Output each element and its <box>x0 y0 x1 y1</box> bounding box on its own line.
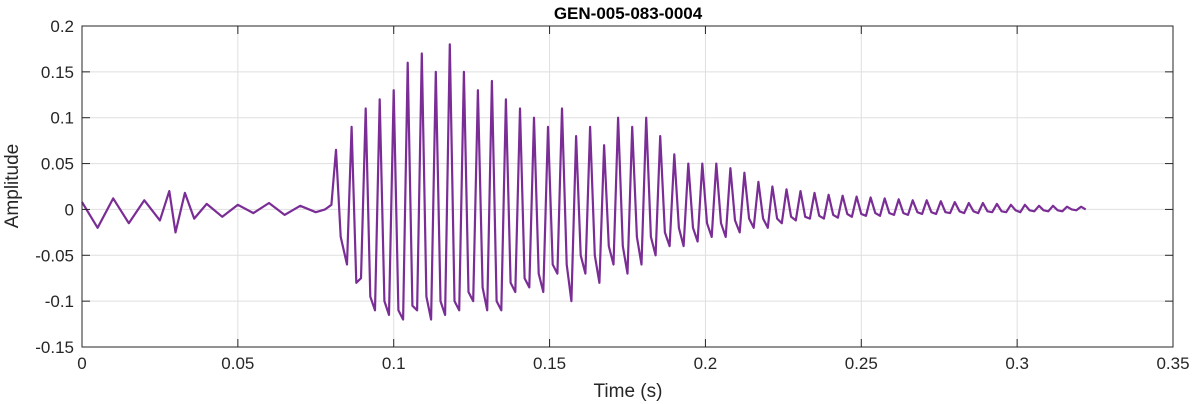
y-tick-labels: -0.15 -0.1 -0.05 0 0.05 0.1 0.15 0.2 <box>35 17 74 357</box>
grid-lines <box>81 25 1174 348</box>
y-axis-label: Amplitude <box>2 144 23 229</box>
x-tick-label: 0.2 <box>694 354 718 373</box>
y-tick-label: 0.1 <box>50 109 74 128</box>
y-tick-label: 0.05 <box>41 155 74 174</box>
x-tick-label: 0.25 <box>845 354 878 373</box>
x-tick-label: 0.15 <box>533 354 566 373</box>
axes-box <box>81 25 1174 348</box>
x-tick-labels: 0 0.05 0.1 0.15 0.2 0.25 0.3 0.35 <box>77 354 1189 373</box>
waveform-series-line <box>81 43 1087 321</box>
x-tick-label: 0.1 <box>382 354 406 373</box>
y-tick-label: 0 <box>65 200 74 219</box>
chart-title: GEN-005-083-0004 <box>554 4 703 23</box>
y-tick-label: -0.1 <box>45 292 74 311</box>
x-tick-label: 0 <box>77 354 86 373</box>
series-layer <box>81 43 1087 321</box>
y-tick-label: -0.05 <box>35 246 74 265</box>
y-tick-label: 0.15 <box>41 63 74 82</box>
x-tick-label: 0.3 <box>1005 354 1029 373</box>
x-tick-label: 0.05 <box>221 354 254 373</box>
tick-marks <box>81 25 1174 348</box>
x-axis-label: Time (s) <box>594 381 663 402</box>
y-tick-label: -0.15 <box>35 338 74 357</box>
x-tick-label: 0.35 <box>1156 354 1189 373</box>
y-tick-label: 0.2 <box>50 17 74 36</box>
